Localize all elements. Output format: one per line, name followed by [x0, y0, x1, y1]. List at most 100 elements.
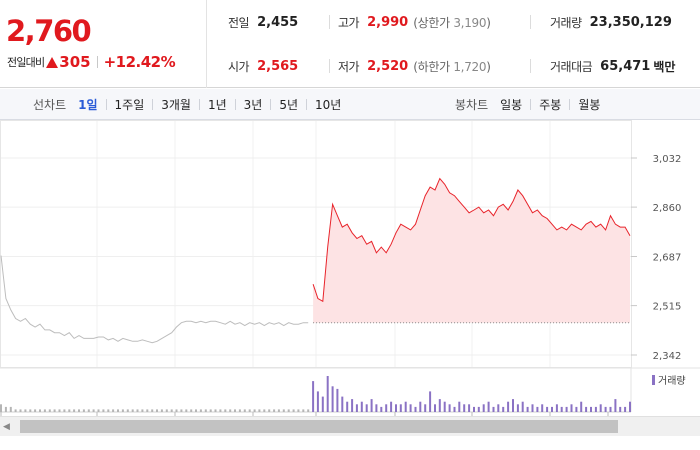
tab-divider — [152, 99, 154, 110]
volume-bar — [448, 404, 451, 412]
chart-scrollbar[interactable]: ◀ — [0, 416, 700, 436]
divider — [329, 59, 330, 73]
high-price: 고가 2,990 (상한가 3,190) — [338, 0, 491, 44]
volume-bar — [253, 409, 256, 412]
volume-bar — [521, 401, 524, 412]
volume-bar — [97, 409, 100, 412]
volume-bar — [594, 406, 597, 412]
volume-bar — [463, 404, 466, 412]
volume-bar — [4, 406, 7, 412]
volume-bar — [277, 409, 280, 412]
volume-bar — [414, 406, 417, 412]
volume-bar — [219, 409, 222, 412]
open-label: 시가 — [228, 59, 250, 74]
volume-bar — [468, 404, 471, 412]
volume-bar — [29, 409, 32, 412]
lower-limit-value: 1,720 — [453, 59, 487, 74]
volume-bar — [560, 406, 563, 412]
change-amount: 305 — [59, 53, 91, 71]
volume-bar — [185, 409, 188, 412]
candle-tab-0[interactable]: 일봉 — [500, 98, 523, 112]
volume-bar — [326, 376, 329, 412]
y-tick-label: 2,860 — [653, 203, 682, 214]
period-tab-3[interactable]: 1년 — [207, 98, 227, 112]
volume-bar — [146, 409, 149, 412]
current-price: 2,760 — [6, 14, 92, 48]
lower-limit-close: ) — [486, 59, 491, 74]
chart-period-toolbar: 선차트 1일 1주일 3개월 1년 3년 5년 10년 봉차트 일봉 주봉 월봉 — [0, 89, 700, 120]
previous-day-line — [0, 255, 309, 344]
trade-amount: 거래대금 65,471 백만 — [550, 44, 675, 88]
volume-bar — [341, 396, 344, 412]
tab-divider — [234, 99, 236, 110]
volume-bar — [399, 404, 402, 412]
volume-bar — [107, 409, 110, 412]
period-tab-4[interactable]: 3년 — [243, 98, 263, 112]
volume-bar — [214, 409, 217, 412]
volume-bar — [512, 399, 514, 412]
volume-bar — [73, 409, 76, 412]
period-tab-6[interactable]: 10년 — [315, 98, 342, 112]
volume-bar — [516, 404, 519, 412]
volume-bar — [570, 404, 573, 412]
volume-bar — [429, 391, 432, 412]
volume-bar — [502, 406, 505, 412]
volume-bar — [575, 406, 578, 412]
change-divider — [96, 56, 98, 68]
volume-bar — [453, 406, 456, 412]
volume-bar — [48, 409, 51, 412]
volume-bar — [458, 401, 461, 412]
volume-bar — [497, 404, 500, 412]
trade-amount-value: 65,471 — [600, 58, 651, 74]
upper-limit: (상한가 3,190) — [413, 14, 491, 31]
period-tab-2[interactable]: 3개월 — [161, 98, 191, 112]
volume-bar — [190, 409, 193, 412]
volume-bar — [565, 406, 568, 412]
volume-bar — [438, 399, 441, 412]
tab-divider — [105, 99, 107, 110]
divider — [530, 59, 531, 73]
volume-bar — [112, 409, 115, 412]
volume-bar — [131, 409, 134, 412]
volume-bar — [102, 409, 105, 412]
volume-bar — [590, 406, 592, 412]
volume-bar — [380, 406, 383, 412]
volume-bar — [9, 406, 12, 412]
volume-bar — [170, 409, 173, 412]
period-tab-1[interactable]: 1주일 — [114, 98, 145, 112]
upper-limit-value: 3,190 — [453, 15, 487, 30]
candle-tab-2[interactable]: 월봉 — [578, 98, 601, 112]
trade-amount-label: 거래대금 — [550, 59, 593, 74]
period-tab-0[interactable]: 1일 — [78, 98, 98, 112]
price-area-fill — [313, 178, 630, 323]
volume-bar — [316, 391, 319, 412]
volume-bar — [492, 406, 495, 412]
volume-bar — [331, 386, 334, 412]
volume-bar — [536, 406, 539, 412]
volume: 거래량 23,350,129 — [550, 0, 672, 44]
tab-divider — [306, 99, 308, 110]
period-tab-5[interactable]: 5년 — [279, 98, 299, 112]
scrollbar-thumb[interactable] — [20, 420, 618, 433]
volume-bar — [117, 409, 119, 412]
candle-tab-1[interactable]: 주봉 — [539, 98, 562, 112]
change-rate: +12.42% — [103, 53, 176, 71]
volume-bar — [234, 409, 236, 412]
volume-bar — [273, 409, 276, 412]
y-tick-label: 2,687 — [653, 253, 682, 264]
candle-chart-tabs: 봉차트 일봉 주봉 월봉 — [455, 89, 602, 120]
volume-bar — [121, 409, 124, 412]
volume-bar — [151, 409, 154, 412]
y-tick-label: 2,515 — [653, 302, 682, 313]
volume-bar — [619, 406, 622, 412]
volume-bar — [614, 399, 617, 412]
scroll-left-arrow-icon[interactable]: ◀ — [3, 422, 10, 432]
volume-bar — [209, 409, 212, 412]
volume-bar — [175, 409, 178, 412]
prev-close: 전일 2,455 — [228, 0, 298, 44]
volume-bar — [238, 409, 241, 412]
volume-bar — [551, 406, 553, 412]
volume-bar — [258, 409, 261, 412]
volume-bar — [312, 381, 315, 412]
volume-bar — [307, 409, 310, 412]
